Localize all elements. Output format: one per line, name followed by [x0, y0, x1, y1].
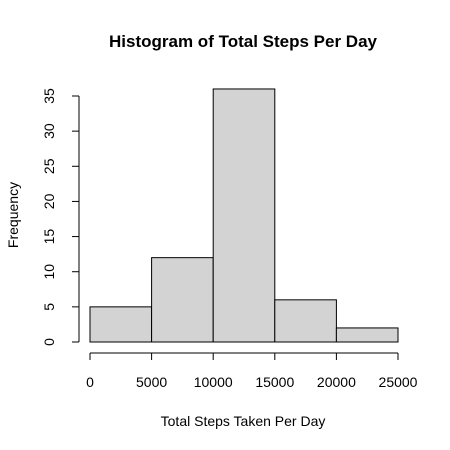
bars-layer — [89, 88, 399, 343]
y-tick-label: 15 — [41, 229, 57, 245]
x-tick-label: 0 — [86, 374, 94, 390]
y-tick-label: 25 — [41, 158, 57, 174]
x-tick-label: 25000 — [379, 374, 418, 390]
y-tick-label: 35 — [41, 88, 57, 104]
y-tick-label: 30 — [41, 123, 57, 139]
y-axis: 0 5 10 15 20 25 30 35 — [41, 88, 80, 346]
histogram-bar — [89, 306, 153, 343]
y-tick-label: 0 — [41, 338, 57, 346]
y-axis-label: Frequency — [5, 182, 21, 248]
x-tick-label: 10000 — [194, 374, 233, 390]
y-tick-label: 5 — [41, 303, 57, 311]
x-tick-label: 5000 — [136, 374, 167, 390]
histogram-bar — [151, 257, 214, 343]
histogram-bar — [335, 327, 399, 343]
x-tick-label: 15000 — [255, 374, 294, 390]
x-axis: 0 5000 10000 15000 20000 25000 — [86, 352, 418, 390]
chart-title: Histogram of Total Steps Per Day — [109, 32, 378, 51]
histogram-bar — [212, 88, 276, 343]
y-tick-label: 10 — [41, 264, 57, 280]
x-tick-label: 20000 — [317, 374, 356, 390]
histogram-bar — [274, 299, 337, 343]
y-tick-label: 20 — [41, 193, 57, 209]
x-axis-label: Total Steps Taken Per Day — [161, 413, 326, 429]
